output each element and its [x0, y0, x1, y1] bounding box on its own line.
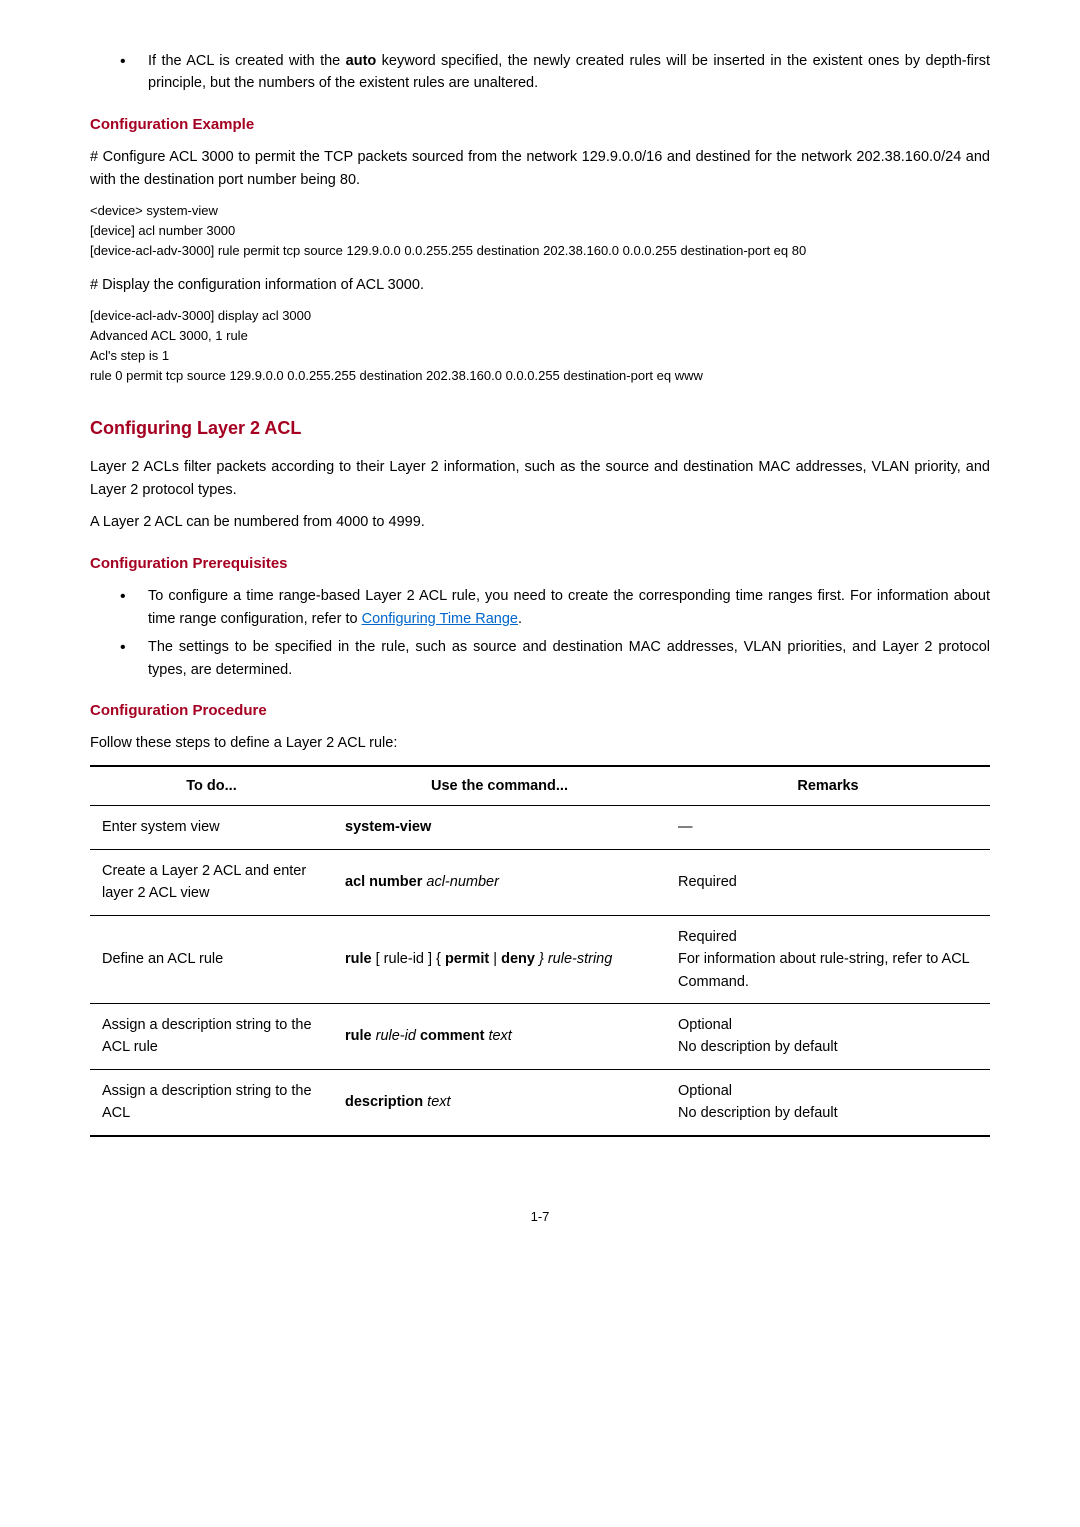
intro-bullet-list: If the ACL is created with the auto keyw…: [90, 50, 990, 95]
code-block-2: [device-acl-adv-3000] display acl 3000 A…: [90, 306, 990, 387]
cell-todo: Assign a description string to the ACL r…: [90, 1004, 333, 1070]
prereq-list: To configure a time range-based Layer 2 …: [90, 585, 990, 681]
layer2-p2: A Layer 2 ACL can be numbered from 4000 …: [90, 511, 990, 533]
code-line: [device-acl-adv-3000] display acl 3000: [90, 306, 990, 326]
cell-todo: Create a Layer 2 ACL and enter layer 2 A…: [90, 849, 333, 915]
prereq-item: To configure a time range-based Layer 2 …: [120, 585, 990, 630]
code-line: rule 0 permit tcp source 129.9.0.0 0.0.2…: [90, 366, 990, 386]
col-todo: To do...: [90, 766, 333, 806]
example-heading: Configuration Example: [90, 113, 990, 136]
cmd-kw: deny: [501, 951, 535, 967]
code-line: [device] acl number 3000: [90, 221, 990, 241]
code-block-1: <device> system-view [device] acl number…: [90, 201, 990, 261]
code-line: <device> system-view: [90, 201, 990, 221]
cmd-kw: permit: [445, 951, 489, 967]
cmd-arg: } rule-string: [535, 951, 612, 967]
remarks-line: Optional: [678, 1080, 978, 1102]
cell-remarks: —: [666, 806, 990, 849]
prereq-item: The settings to be specified in the rule…: [120, 636, 990, 681]
intro-bullet-pre: If the ACL is created with the: [148, 53, 346, 69]
cell-cmd: rule rule-id comment text: [333, 1004, 666, 1070]
prereq-text-pre: To configure a time range-based Layer 2 …: [148, 588, 990, 626]
procedure-intro: Follow these steps to define a Layer 2 A…: [90, 732, 990, 754]
cell-cmd: acl number acl-number: [333, 849, 666, 915]
remarks-line: For information about rule-string, refer…: [678, 948, 978, 993]
example-p2: # Display the configuration information …: [90, 274, 990, 296]
cell-todo: Enter system view: [90, 806, 333, 849]
remarks-line: No description by default: [678, 1036, 978, 1058]
table-row: Enter system view system-view —: [90, 806, 990, 849]
intro-bullet: If the ACL is created with the auto keyw…: [120, 50, 990, 95]
remarks-line: Required: [678, 926, 978, 948]
time-range-link[interactable]: Configuring Time Range: [362, 611, 518, 627]
cmd-sep: |: [489, 951, 501, 967]
cell-cmd: system-view: [333, 806, 666, 849]
col-remarks: Remarks: [666, 766, 990, 806]
intro-bullet-kw: auto: [346, 53, 377, 69]
prereq-heading: Configuration Prerequisites: [90, 552, 990, 575]
cmd-kw: acl number: [345, 874, 422, 890]
page-number: 1-7: [90, 1207, 990, 1227]
cell-remarks: Optional No description by default: [666, 1069, 990, 1135]
table-row: Assign a description string to the ACL r…: [90, 1004, 990, 1070]
example-p1: # Configure ACL 3000 to permit the TCP p…: [90, 146, 990, 191]
cmd-kw: system-view: [345, 819, 431, 835]
cmd-arg: text: [484, 1028, 511, 1044]
procedure-heading: Configuration Procedure: [90, 699, 990, 722]
cell-cmd: description text: [333, 1069, 666, 1135]
remarks-line: No description by default: [678, 1102, 978, 1124]
cell-cmd: rule [ rule-id ] { permit | deny } rule-…: [333, 915, 666, 1003]
cmd-arg: rule-id: [372, 1028, 420, 1044]
code-line: Advanced ACL 3000, 1 rule: [90, 326, 990, 346]
code-line: [device-acl-adv-3000] rule permit tcp so…: [90, 241, 990, 261]
cmd-arg: [ rule-id ] {: [376, 951, 445, 967]
col-command: Use the command...: [333, 766, 666, 806]
cmd-kw: rule: [345, 1028, 372, 1044]
table-row: Define an ACL rule rule [ rule-id ] { pe…: [90, 915, 990, 1003]
cell-remarks: Optional No description by default: [666, 1004, 990, 1070]
table-header-row: To do... Use the command... Remarks: [90, 766, 990, 806]
cell-todo: Assign a description string to the ACL: [90, 1069, 333, 1135]
table-row: Assign a description string to the ACL d…: [90, 1069, 990, 1135]
table-row: Create a Layer 2 ACL and enter layer 2 A…: [90, 849, 990, 915]
cmd-arg: text: [423, 1094, 450, 1110]
cmd-kw: comment: [420, 1028, 484, 1044]
layer2-heading: Configuring Layer 2 ACL: [90, 415, 990, 443]
layer2-p1: Layer 2 ACLs filter packets according to…: [90, 456, 990, 501]
code-line: Acl's step is 1: [90, 346, 990, 366]
procedure-table: To do... Use the command... Remarks Ente…: [90, 765, 990, 1137]
prereq-text-post: .: [518, 611, 522, 627]
cell-remarks: Required For information about rule-stri…: [666, 915, 990, 1003]
cmd-kw: rule: [345, 951, 376, 967]
cmd-arg: acl-number: [422, 874, 499, 890]
remarks-line: Optional: [678, 1014, 978, 1036]
cell-todo: Define an ACL rule: [90, 915, 333, 1003]
cmd-kw: description: [345, 1094, 423, 1110]
cell-remarks: Required: [666, 849, 990, 915]
